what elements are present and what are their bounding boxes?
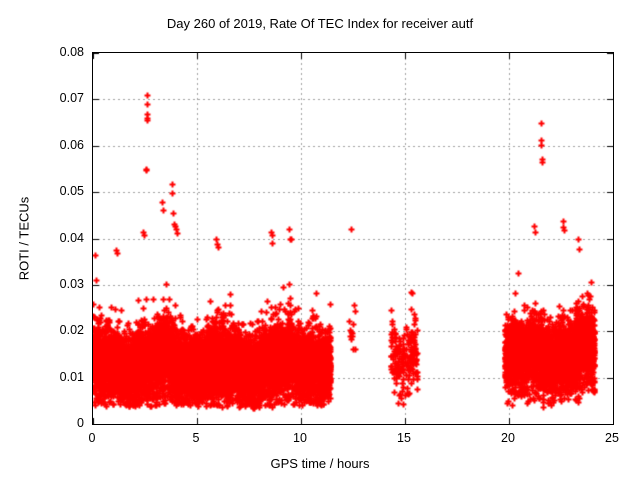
- y-tick-label: 0.02: [59, 323, 84, 338]
- x-axis-label: GPS time / hours: [270, 456, 370, 471]
- x-tick-label: 20: [501, 431, 515, 445]
- y-axis-label: ROTI / TECUs: [16, 196, 32, 281]
- y-tick-label: 0.07: [59, 91, 84, 106]
- y-tick-label: 0.08: [59, 45, 84, 59]
- y-tick-label: 0.06: [59, 137, 84, 152]
- y-tick-label: 0: [77, 416, 84, 430]
- x-tick-label: 15: [397, 431, 411, 445]
- scatter-plot-canvas: [93, 53, 613, 424]
- page-title: Day 260 of 2019, Rate Of TEC Index for r…: [166, 16, 474, 31]
- x-tick-label: 5: [192, 431, 200, 445]
- x-tick-label: 25: [605, 431, 619, 445]
- x-tick-label: 0: [88, 431, 96, 445]
- y-tick-label: 0.05: [59, 184, 84, 199]
- y-tick-label: 0.03: [59, 276, 84, 291]
- y-tick-label: 0.04: [59, 230, 84, 245]
- x-tick-label: 10: [293, 431, 307, 445]
- y-tick-label: 0.01: [59, 369, 84, 384]
- plot-area: [92, 52, 614, 425]
